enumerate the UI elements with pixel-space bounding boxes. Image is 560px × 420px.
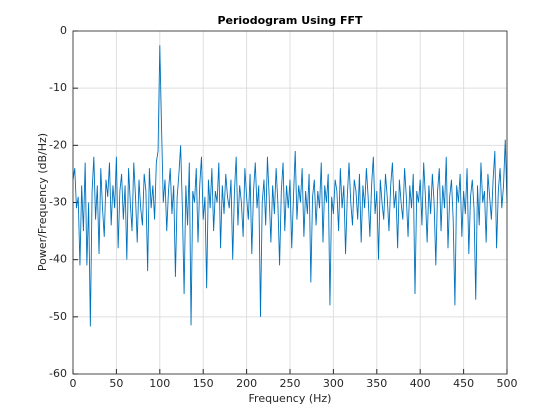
y-tick-label: -40 bbox=[49, 253, 67, 266]
x-tick-label: 100 bbox=[149, 377, 170, 390]
y-axis-label: Power/Frequency (dB/Hz) bbox=[36, 133, 49, 271]
x-tick-label: 350 bbox=[366, 377, 387, 390]
y-tick-label: 0 bbox=[60, 24, 67, 37]
x-tick-label: 150 bbox=[193, 377, 214, 390]
y-tick-label: -10 bbox=[49, 81, 67, 94]
x-tick-label: 300 bbox=[323, 377, 344, 390]
y-tick-label: -30 bbox=[49, 196, 67, 209]
y-tick-label: -20 bbox=[49, 138, 67, 151]
x-tick-label: 50 bbox=[109, 377, 123, 390]
x-tick-label: 500 bbox=[497, 377, 518, 390]
x-tick-label: 400 bbox=[410, 377, 431, 390]
plot-frame bbox=[72, 30, 508, 375]
x-tick-label: 450 bbox=[453, 377, 474, 390]
x-tick-label: 0 bbox=[70, 377, 77, 390]
y-tick-label: -60 bbox=[49, 367, 67, 380]
x-tick-label: 250 bbox=[280, 377, 301, 390]
chart-title: Periodogram Using FFT bbox=[217, 14, 363, 27]
x-tick-label: 200 bbox=[236, 377, 257, 390]
series-line bbox=[72, 45, 508, 327]
y-tick-label: -50 bbox=[49, 310, 67, 323]
x-axis-label: Frequency (Hz) bbox=[249, 392, 332, 405]
